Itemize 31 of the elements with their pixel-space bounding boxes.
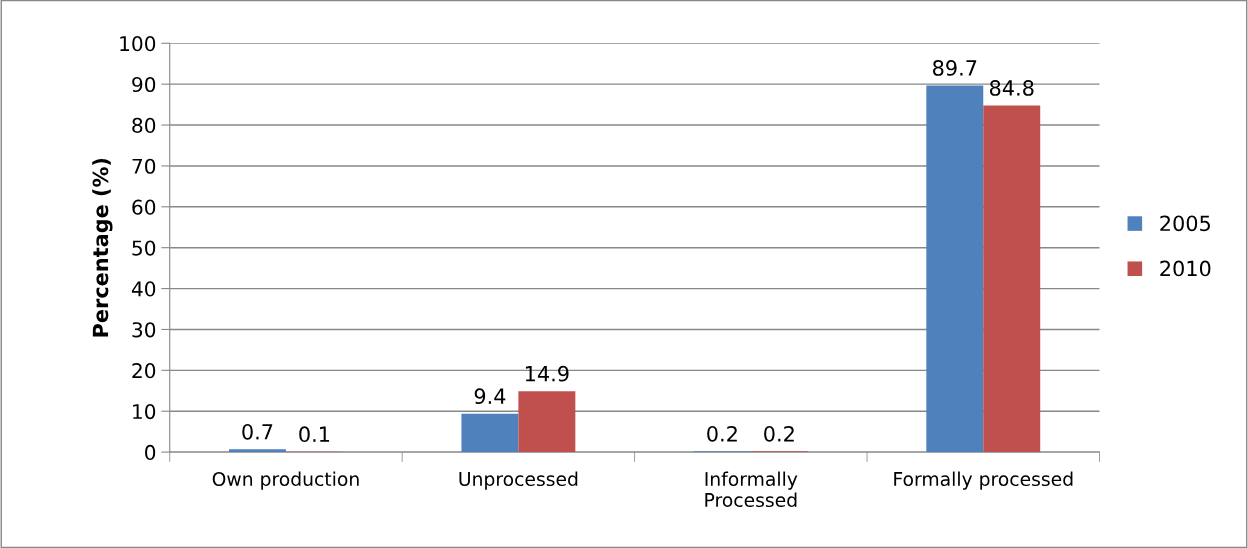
- y-tick-label: 70: [132, 158, 156, 174]
- data-label: 9.4: [474, 388, 506, 405]
- data-label: 0.2: [764, 425, 794, 442]
- y-tick-label: 20: [132, 363, 156, 379]
- y-tick-label: 40: [131, 281, 156, 297]
- y-tick-label: 30: [132, 322, 156, 338]
- data-label: 0.1: [299, 426, 330, 443]
- y-tick-label: 50: [132, 240, 156, 256]
- x-tick-label: Informally Processed: [705, 471, 798, 508]
- y-tick-label: 90: [132, 76, 156, 93]
- x-tick-label: Unprocessed: [459, 471, 578, 490]
- y-tick-label: 60: [132, 199, 156, 215]
- bar: [518, 391, 576, 453]
- data-label: 84.8: [989, 80, 1034, 96]
- data-label: 89.7: [933, 60, 977, 76]
- data-label: 14.9: [525, 365, 569, 382]
- data-label: 0.7: [242, 423, 273, 440]
- legend-label: 2010: [1160, 260, 1211, 277]
- legend-label: 2005: [1160, 215, 1210, 232]
- y-tick-label: 10: [133, 403, 156, 420]
- y-tick-label: 80: [132, 117, 156, 133]
- y-tick-label: 0: [145, 444, 156, 461]
- y-axis-title: Percentage (%): [92, 158, 113, 337]
- bar: [229, 449, 286, 453]
- bar: [461, 413, 519, 453]
- y-tick-label: 100: [120, 36, 156, 52]
- data-label: 0.2: [707, 425, 737, 442]
- x-tick-label: Formally processed: [894, 471, 1073, 490]
- x-tick-label: Own production: [212, 471, 359, 490]
- bar: [983, 105, 1041, 453]
- bar: [926, 85, 984, 453]
